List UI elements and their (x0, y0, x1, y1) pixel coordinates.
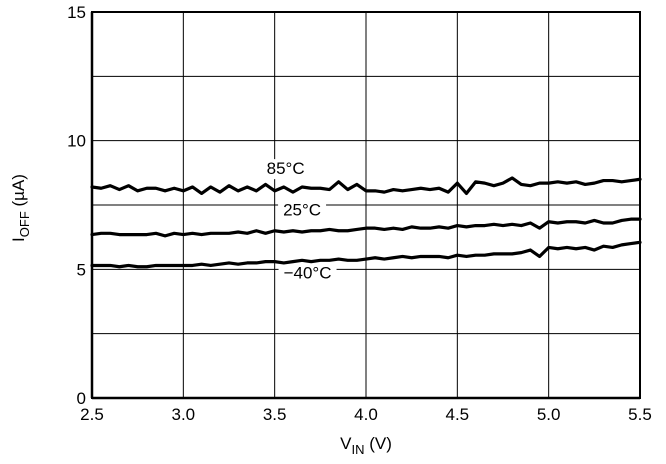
x-tick-label: 2.5 (80, 405, 104, 424)
y-tick-label: 10 (67, 132, 86, 151)
y-axis-label: IOFF (µA) (9, 174, 32, 242)
x-axis-label-main: V (340, 434, 352, 453)
x-axis-label-sub: IN (351, 442, 364, 457)
x-tick-label: 5.5 (628, 405, 652, 424)
plot-frame (90, 11, 641, 400)
curve-label-backdrop (278, 200, 327, 221)
x-tick-label: 4.0 (354, 405, 378, 424)
x-tick-label: 3.0 (172, 405, 196, 424)
curve-label: 85°C (267, 159, 305, 178)
curve-label: 25°C (283, 200, 321, 219)
x-tick-label: 3.5 (263, 405, 287, 424)
series-line-1 (90, 217, 642, 238)
x-tick-label: 4.5 (446, 405, 470, 424)
tick-labels: 2.5 3.0 3.5 4.0 4.5 5.0 5.5 0 5 10 15 (67, 3, 652, 424)
y-axis-label-sub: OFF (17, 211, 32, 237)
curve-label: −40°C (284, 263, 332, 282)
x-axis-label-unit: (V) (364, 434, 391, 453)
y-tick-label: 5 (77, 260, 86, 279)
curve-label-backdrops (261, 159, 337, 284)
y-tick-label: 0 (77, 389, 86, 408)
y-tick-label: 15 (67, 3, 86, 22)
curve-label-backdrop (261, 159, 310, 180)
y-axis-label-main: I (9, 237, 28, 242)
series-line-0 (90, 176, 642, 196)
curve-labels: 85°C 25°C −40°C (267, 159, 332, 282)
y-axis-label-unit: (µA) (9, 174, 28, 211)
x-tick-label: 5.0 (537, 405, 561, 424)
curve-label-backdrop (278, 263, 337, 284)
series-line-2 (90, 240, 642, 269)
x-axis-label: VIN (V) (340, 434, 392, 457)
series-lines (90, 176, 642, 269)
